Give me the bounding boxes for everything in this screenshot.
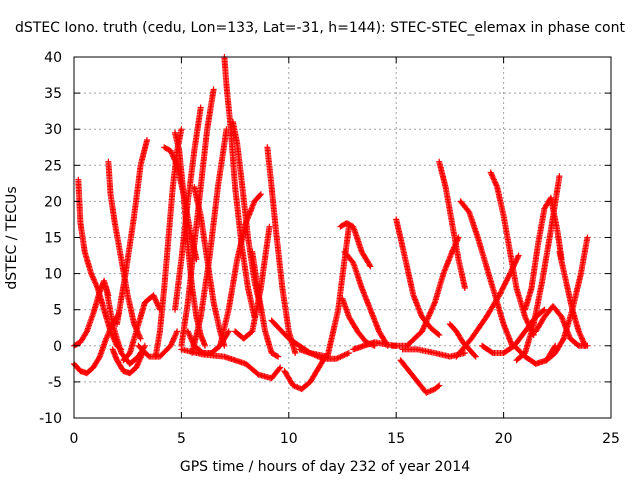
series-markers	[296, 346, 352, 362]
y-tick-label: 40	[44, 50, 62, 66]
series-markers	[511, 342, 559, 367]
data-series	[296, 346, 352, 362]
data-series	[178, 346, 284, 382]
y-tick-label: 10	[44, 267, 62, 283]
data-series	[388, 234, 462, 349]
data-series	[75, 176, 125, 353]
data-series	[397, 357, 443, 396]
y-tick-label: 35	[44, 86, 62, 102]
grid-lines	[74, 57, 611, 418]
y-axis-label: dSTEC / TECUs	[4, 186, 20, 289]
series-markers	[114, 137, 150, 328]
y-tick-label: -5	[48, 375, 62, 391]
data-series	[337, 220, 374, 270]
data-series	[341, 248, 391, 349]
y-tick-label: 5	[53, 303, 62, 319]
series-markers	[341, 248, 391, 349]
data-series	[511, 342, 559, 367]
series-markers	[522, 194, 565, 313]
series-markers	[249, 248, 282, 360]
data-series	[281, 353, 329, 393]
series-markers	[436, 158, 468, 291]
series-markers	[172, 104, 204, 313]
series-markers	[556, 248, 589, 349]
x-tick-label: 10	[280, 431, 298, 447]
series-markers	[397, 357, 443, 396]
series-markers	[178, 346, 284, 382]
series-markers	[264, 144, 299, 356]
data-series	[249, 248, 282, 360]
series-markers	[337, 220, 374, 270]
x-tick-label: 20	[495, 431, 513, 447]
y-tick-label: 20	[44, 194, 62, 210]
series-markers	[75, 176, 125, 353]
data-series	[109, 346, 146, 377]
data-series	[120, 292, 163, 364]
y-tick-label: 15	[44, 231, 62, 247]
data-series	[114, 137, 150, 328]
series-markers	[120, 292, 163, 364]
x-tick-label: 5	[177, 431, 186, 447]
series-markers	[393, 216, 443, 338]
data-series	[436, 158, 468, 291]
series-markers	[388, 234, 462, 349]
series-markers	[281, 353, 329, 393]
y-tick-label: 25	[44, 158, 62, 174]
series-markers	[109, 346, 146, 377]
series-markers	[487, 169, 537, 338]
y-tick-label: 30	[44, 122, 62, 138]
x-tick-label: 25	[602, 431, 620, 447]
x-axis-label: GPS time / hours of day 232 of year 2014	[180, 459, 470, 475]
data-series	[172, 104, 204, 313]
data-series	[487, 169, 537, 338]
tick-marks	[73, 56, 612, 419]
y-tick-labels: -10 -5 0 5 10 15 20 25 30 35 40	[39, 50, 62, 427]
data-series	[217, 191, 264, 349]
x-tick-label: 15	[387, 431, 405, 447]
data-series	[556, 248, 589, 349]
y-tick-label: 0	[53, 339, 62, 355]
data-series	[393, 216, 443, 338]
series-markers	[217, 191, 264, 349]
chart-title: dSTEC Iono. truth (cedu, Lon=133, Lat=-3…	[15, 20, 625, 36]
series-points	[71, 54, 591, 396]
x-tick-label: 0	[70, 431, 79, 447]
data-series	[522, 194, 565, 313]
x-tick-labels: 0 5 10 15 20 25	[70, 431, 620, 447]
y-tick-label: -10	[39, 411, 62, 427]
data-series	[264, 144, 299, 356]
